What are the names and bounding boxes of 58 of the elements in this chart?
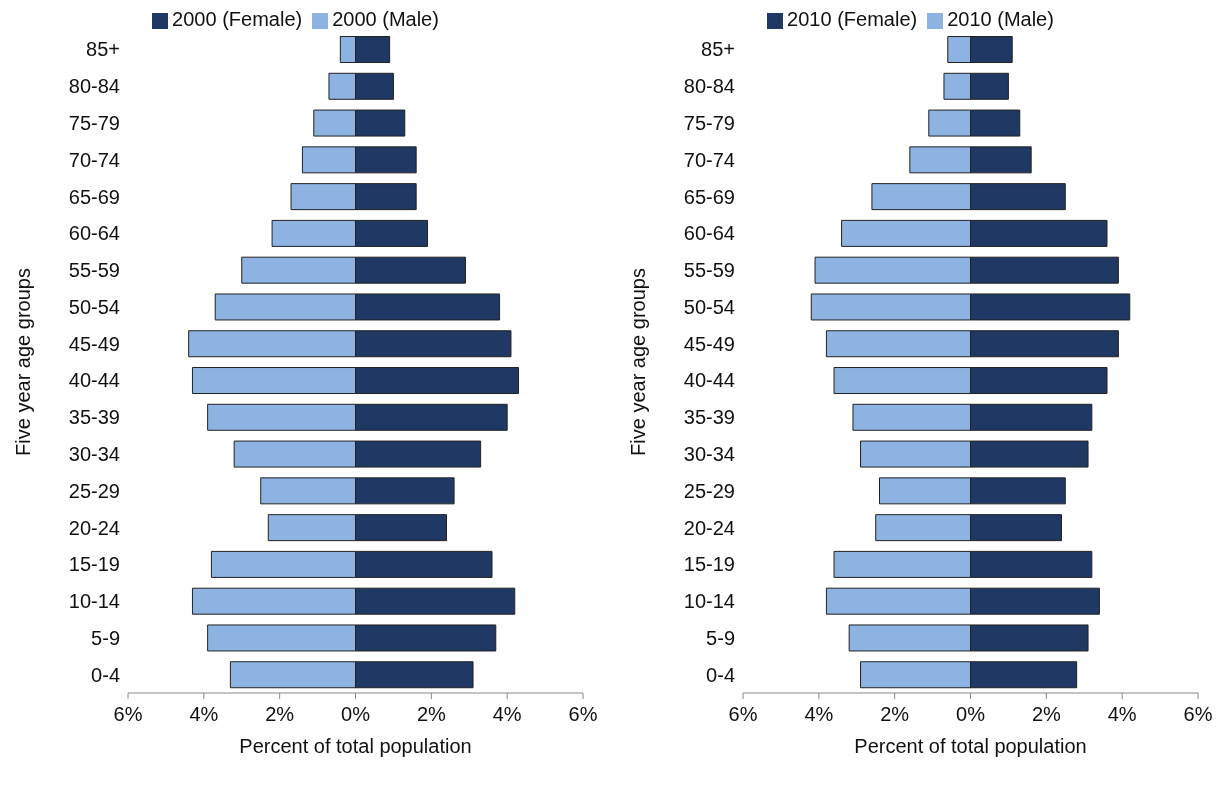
y-tick-label: 65-69 [68, 185, 120, 208]
x-axis-title: Percent of total population [239, 735, 472, 757]
x-tick-label: 4% [1107, 703, 1137, 726]
y-tick-label: 80-84 [68, 75, 120, 98]
y-tick-label: 40-44 [683, 369, 735, 392]
x-tick-label: 2% [880, 703, 910, 726]
y-tick-label: 60-64 [683, 222, 735, 245]
y-tick-label: 85+ [86, 38, 120, 61]
y-tick-label: 65-69 [683, 185, 735, 208]
y-tick-label: 25-29 [68, 479, 120, 502]
legend-label: 2000 (Female) [172, 8, 303, 30]
y-tick-label: 40-44 [68, 369, 120, 392]
y-tick-label: 25-29 [683, 479, 735, 502]
y-tick-label: 55-59 [68, 259, 120, 282]
y-tick-label: 10-14 [683, 590, 735, 613]
y-tick-label: 20-24 [683, 516, 735, 539]
x-tick-label: 2% [416, 703, 446, 726]
y-tick-label: 35-39 [683, 406, 735, 429]
y-tick-label: 55-59 [683, 259, 735, 282]
y-tick-label: 50-54 [683, 295, 735, 318]
legend-label: 2010 (Male) [947, 8, 1054, 30]
y-tick-label: 70-74 [683, 148, 735, 171]
x-tick-label: 6% [568, 703, 598, 726]
y-tick-label: 75-79 [68, 112, 120, 135]
x-tick-label: 4% [804, 703, 834, 726]
y-tick-label: 15-19 [68, 553, 120, 576]
x-tick-label: 6% [1183, 703, 1213, 726]
x-tick-label: 6% [113, 703, 143, 726]
legend-label: 2000 (Male) [332, 8, 439, 30]
x-tick-label: 0% [341, 703, 371, 726]
y-tick-label: 0-4 [706, 663, 735, 686]
y-tick-label: 35-39 [68, 406, 120, 429]
y-tick-label: 75-79 [683, 112, 735, 135]
y-tick-label: 70-74 [68, 148, 120, 171]
x-tick-label: 2% [265, 703, 295, 726]
y-axis-title: Five year age groups [12, 268, 35, 456]
x-tick-label: 6% [728, 703, 758, 726]
legend-label: 2010 (Female) [787, 8, 918, 30]
y-tick-label: 85+ [701, 38, 735, 61]
y-tick-label: 45-49 [683, 332, 735, 355]
y-tick-label: 80-84 [683, 75, 735, 98]
x-tick-label: 4% [492, 703, 522, 726]
y-tick-label: 30-34 [68, 443, 120, 466]
y-tick-label: 30-34 [683, 443, 735, 466]
y-tick-label: 5-9 [91, 626, 120, 649]
y-tick-label: 10-14 [68, 590, 120, 613]
x-tick-label: 2% [1031, 703, 1061, 726]
y-axis-title: Five year age groups [627, 268, 650, 456]
y-tick-label: 15-19 [683, 553, 735, 576]
x-tick-label: 4% [189, 703, 219, 726]
x-axis-title: Percent of total population [854, 735, 1087, 757]
y-tick-label: 20-24 [68, 516, 120, 539]
y-tick-label: 60-64 [68, 222, 120, 245]
y-tick-label: 0-4 [91, 663, 120, 686]
x-tick-label: 0% [956, 703, 986, 726]
y-tick-label: 45-49 [68, 332, 120, 355]
y-tick-label: 50-54 [68, 295, 120, 318]
y-tick-label: 5-9 [706, 626, 735, 649]
